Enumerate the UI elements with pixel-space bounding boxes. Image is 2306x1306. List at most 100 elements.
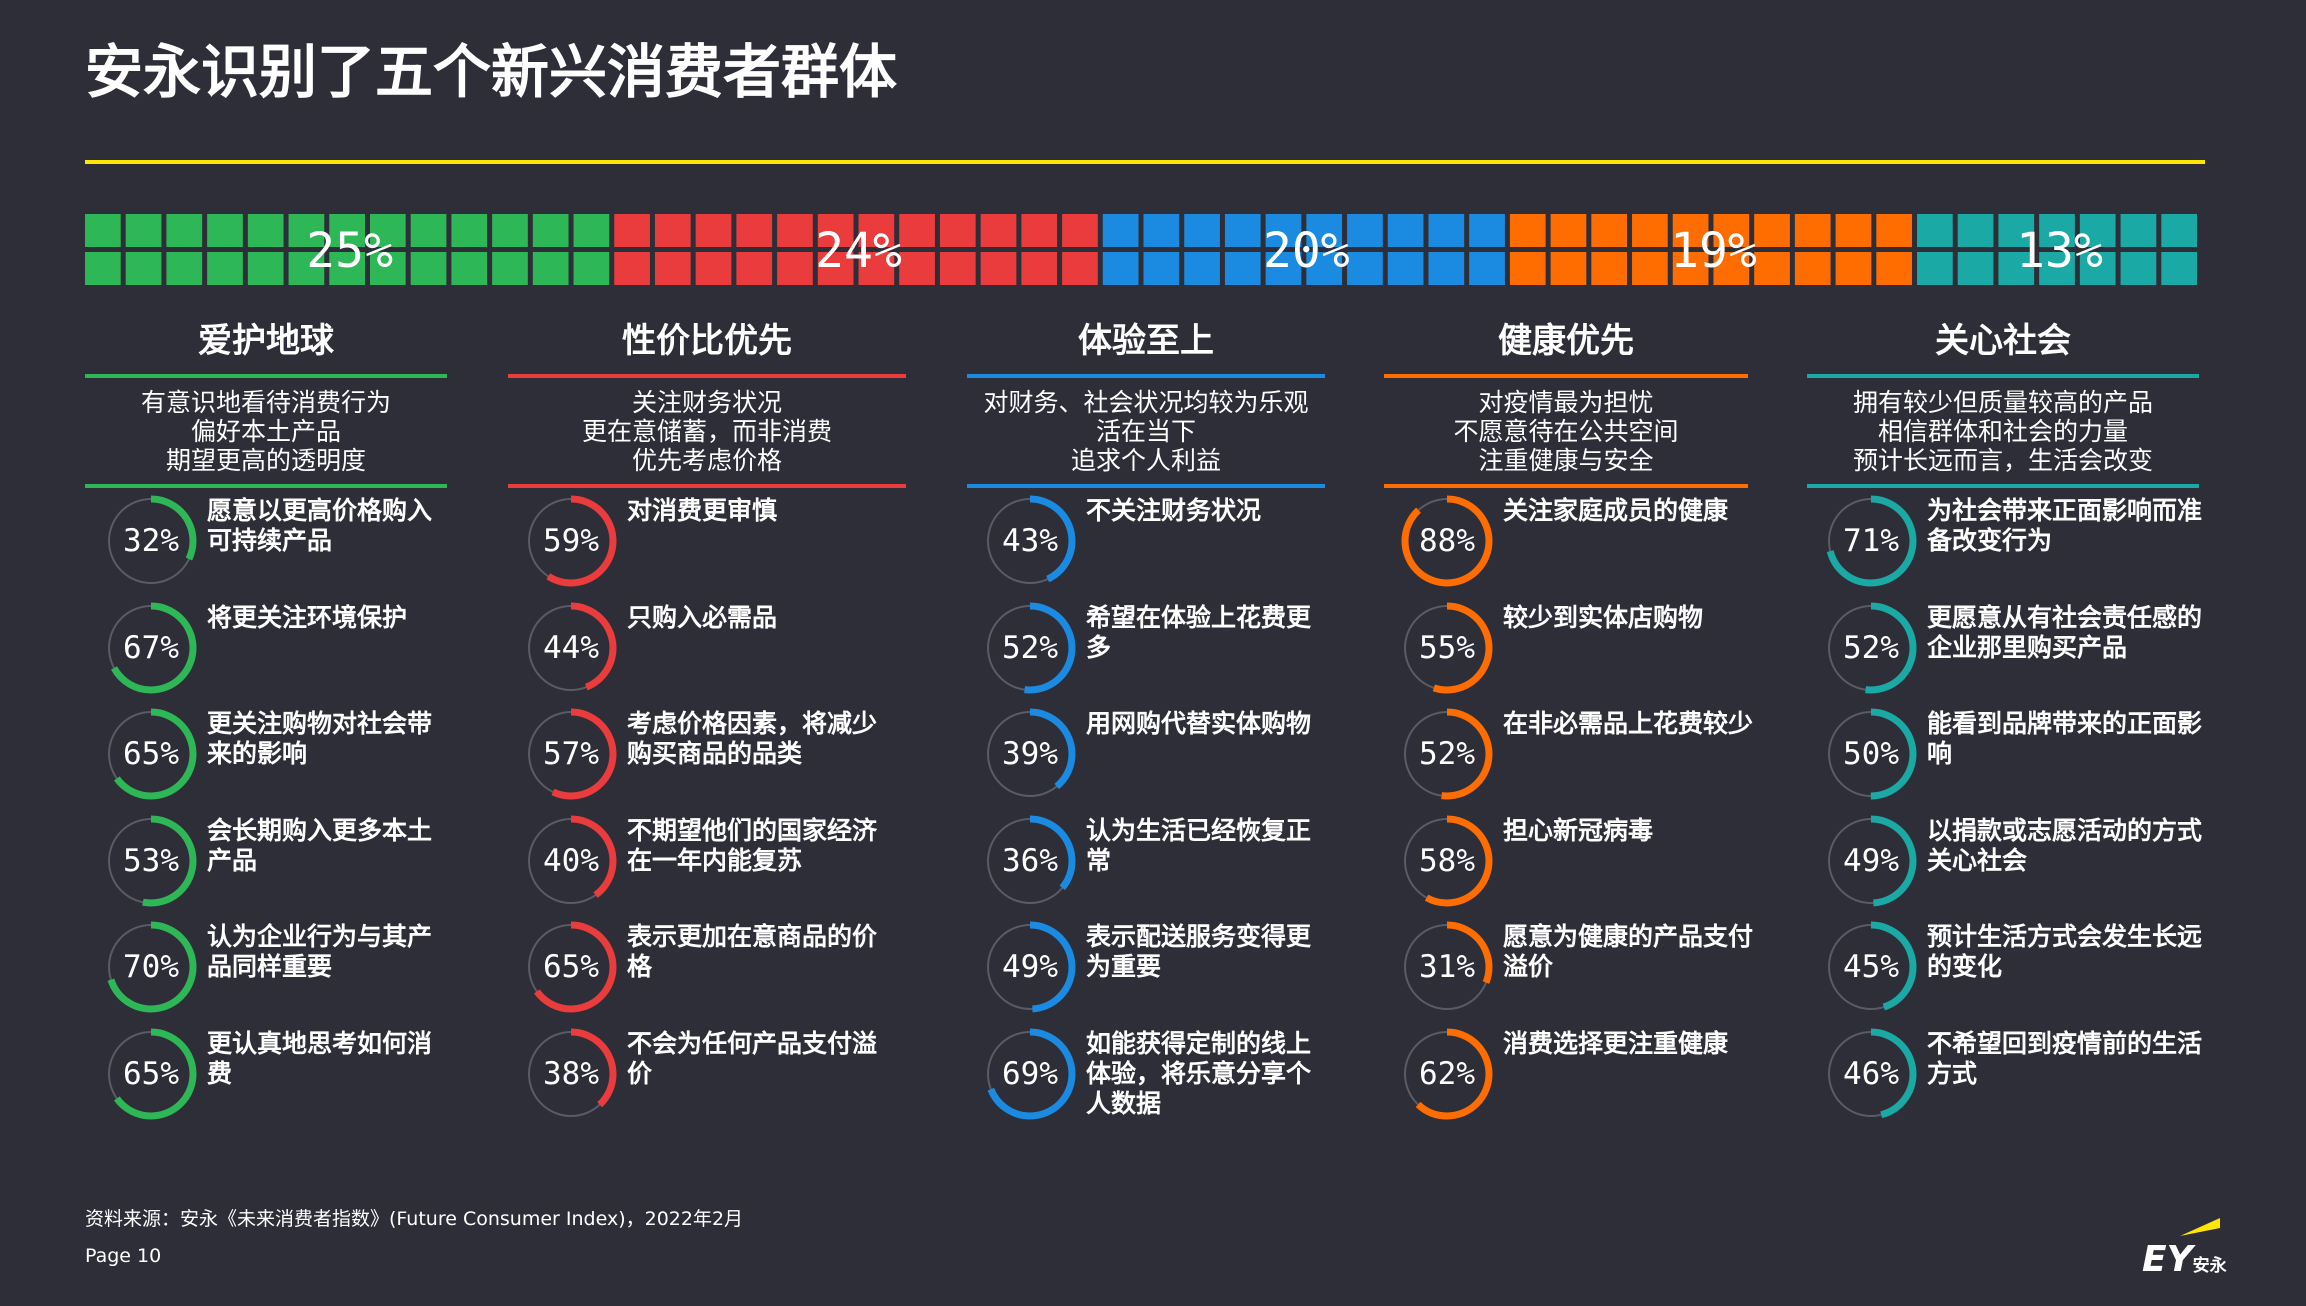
waffle-cell-4 (1672, 252, 1709, 285)
description-line: 预计长远而言，生活会改变 (1852, 445, 2153, 475)
waffle-cell-4 (1835, 214, 1872, 247)
donut-arc (105, 815, 197, 906)
donut-ring (1401, 495, 1493, 587)
stat-item: 43% 不关注财务状况 (974, 492, 1314, 596)
stat-text: 更愿意从有社会责任感的企业那里购买产品 (1927, 602, 2203, 662)
stat-text: 愿意以更高价格购入可持续产品 (207, 496, 433, 555)
stat-percent: 36% (1002, 842, 1058, 879)
stat-text: 将更关注环境保护 (207, 602, 408, 632)
donut-arc (525, 602, 617, 693)
waffle-cell-2 (695, 214, 732, 247)
waffle-cell-3 (1265, 214, 1302, 247)
group-name: 关心社会 (1935, 321, 2071, 361)
donut-ring (105, 1028, 197, 1119)
donut-ring (525, 495, 617, 587)
ey-logo-main: EY (2142, 1239, 2193, 1280)
donut-arc (525, 921, 617, 1013)
donut-arc (984, 708, 1076, 800)
description-line: 更在意储蓄，而非消费 (581, 416, 832, 446)
stat-item: 32% 愿意以更高价格购入可持续产品 (95, 492, 455, 596)
donut-arc (525, 1028, 617, 1119)
stat-item: 52% 更愿意从有社会责任感的企业那里购买产品 (1815, 599, 2205, 703)
waffle-cell-1 (329, 252, 365, 285)
stat-text: 不期望他们的国家经济在一年内能复苏 (627, 815, 878, 875)
donut-arc (1401, 815, 1493, 906)
waffle-cell-5 (1917, 252, 1953, 285)
waffle-cell-5 (2120, 252, 2157, 285)
segment-group: 关心社会拥有较少但质量较高的产品 相信群体和社会的力量 预计长远而言，生活会改变 (1807, 318, 2199, 488)
donut-ring (1825, 495, 1917, 587)
stat-item: 55% 较少到实体店购物 (1391, 599, 1761, 703)
donut-arc (1825, 1028, 1917, 1119)
waffle-cell-3 (1428, 214, 1465, 247)
description-line: 有意识地看待消费行为 (140, 387, 391, 417)
donut-arc (984, 602, 1076, 693)
waffle-cell-4 (1591, 214, 1628, 247)
waffle-cell-3 (1387, 252, 1424, 285)
waffle-cell-1 (492, 252, 528, 285)
group-name: 体验至上 (1078, 321, 1214, 361)
waffle-segment-label: 25% (306, 223, 393, 279)
donut-arc (1825, 495, 1917, 587)
stat-text: 愿意为健康的产品支付溢价 (1503, 922, 1754, 981)
donut-ring (984, 815, 1076, 906)
stat-item: 65% 更认真地思考如何消费 (95, 1025, 455, 1129)
stat-text: 较少到实体店购物 (1503, 602, 1704, 632)
waffle-cell-1 (85, 214, 121, 247)
stat-percent: 62% (1419, 1055, 1475, 1092)
waffle-cell-4 (1509, 252, 1546, 285)
group-description: 拥有较少但质量较高的产品 相信群体和社会的力量 预计长远而言，生活会改变 (1807, 382, 2199, 480)
description-line: 相信群体和社会的力量 (1877, 416, 2128, 446)
stat-item: 65% 更关注购物对社会带来的影响 (95, 705, 455, 809)
stat-percent: 70% (123, 949, 179, 985)
stat-percent: 50% (1843, 736, 1899, 772)
donut-arc (525, 495, 617, 587)
waffle-cell-3 (1469, 252, 1505, 285)
waffle-cell-5 (1957, 252, 1994, 285)
waffle-cell-4 (1794, 214, 1831, 247)
donut-ring (525, 602, 617, 693)
waffle-cell-4 (1794, 252, 1831, 285)
stat-percent: 39% (1002, 736, 1058, 772)
stat-percent: 40% (543, 842, 599, 879)
stat-item: 49% 以捐款或志愿活动的方式关心社会 (1815, 812, 2205, 916)
stat-percent: 88% (1419, 523, 1475, 559)
waffle-cell-1 (451, 252, 488, 285)
description-line: 不愿意待在公共空间 (1453, 416, 1679, 446)
donut-arc (1401, 495, 1493, 587)
stat-item: 71% 为社会带来正面影响而准备改变行为 (1815, 492, 2205, 596)
description-line: 优先考虑价格 (631, 445, 782, 475)
waffle-cell-2 (1021, 214, 1058, 247)
waffle-cell-1 (166, 214, 203, 247)
donut-ring (105, 815, 197, 906)
stat-percent: 31% (1419, 949, 1475, 985)
donut-ring (984, 708, 1076, 800)
waffle-cell-1 (125, 252, 162, 285)
stat-percent: 55% (1419, 629, 1475, 666)
waffle-cell-2 (817, 214, 854, 247)
waffle-cell-1 (329, 214, 365, 247)
waffle-cell-2 (980, 252, 1017, 285)
stat-percent: 52% (1419, 736, 1475, 772)
title-divider (85, 160, 2205, 164)
waffle-cell-2 (777, 214, 813, 247)
waffle-cell-5 (2039, 252, 2075, 285)
stat-text: 能看到品牌带来的正面影响 (1927, 709, 2203, 768)
waffle-cell-2 (614, 252, 650, 285)
stat-percent: 69% (1002, 1055, 1058, 1092)
stat-percent: 32% (123, 523, 179, 559)
stat-item: 88% 关注家庭成员的健康 (1391, 492, 1761, 596)
donut-ring (525, 921, 617, 1013)
donut-arc (525, 815, 617, 906)
donut-ring (105, 921, 197, 1013)
stat-text: 以捐款或志愿活动的方式关心社会 (1927, 815, 2203, 875)
donut-arc (1825, 602, 1917, 693)
group-rule (1807, 484, 2199, 488)
stat-item: 53% 会长期购入更多本土产品 (95, 812, 455, 916)
stat-text: 在非必需品上花费较少 (1503, 709, 1754, 738)
donut-ring (1401, 815, 1493, 906)
donut-arc (1825, 815, 1917, 906)
waffle-cell-3 (1347, 252, 1383, 285)
waffle-cell-2 (980, 214, 1017, 247)
donut-arc (1401, 708, 1493, 800)
